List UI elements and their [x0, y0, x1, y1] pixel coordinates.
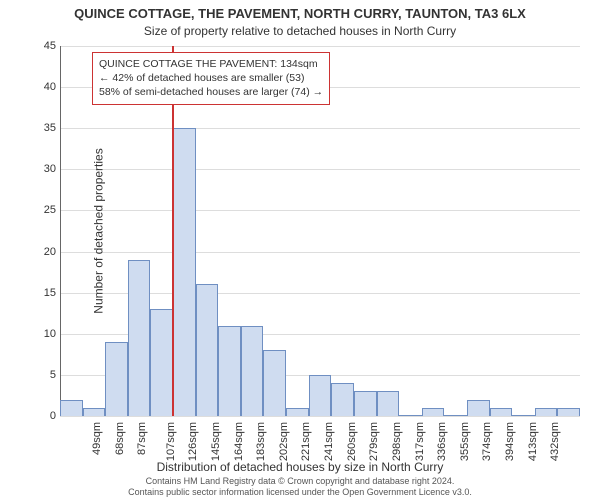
histogram-bar [444, 415, 467, 416]
x-tick-label: 432sqm [549, 422, 561, 461]
histogram-bar [218, 326, 241, 416]
histogram-bar [150, 309, 173, 416]
annotation-line: ← 42% of detached houses are smaller (53… [99, 71, 323, 85]
histogram-bar [286, 408, 309, 416]
y-tick-label: 0 [20, 411, 56, 422]
histogram-bar [309, 375, 332, 416]
annotation-line: 58% of semi-detached houses are larger (… [99, 85, 323, 99]
x-tick-label: 317sqm [414, 422, 426, 461]
x-tick-label: 394sqm [504, 422, 516, 461]
x-tick-label: 107sqm [165, 422, 177, 461]
x-tick-label: 336sqm [436, 422, 448, 461]
gridline [60, 252, 580, 253]
footer-line-1: Contains HM Land Registry data © Crown c… [0, 476, 600, 487]
x-tick-label: 183sqm [255, 422, 267, 461]
footer-text: Contains HM Land Registry data © Crown c… [0, 476, 600, 498]
y-tick-label: 5 [20, 370, 56, 381]
histogram-bar [490, 408, 513, 416]
y-tick-label: 30 [20, 164, 56, 175]
histogram-bar [60, 400, 83, 416]
gridline [60, 46, 580, 47]
gridline [60, 128, 580, 129]
x-axis-label: Distribution of detached houses by size … [0, 460, 600, 474]
x-tick-label: 87sqm [136, 422, 148, 455]
histogram-bar [377, 391, 400, 416]
x-tick-label: 298sqm [391, 422, 403, 461]
footer-line-2: Contains public sector information licen… [0, 487, 600, 498]
histogram-bar [105, 342, 128, 416]
x-tick-label: 260sqm [346, 422, 358, 461]
histogram-bar [557, 408, 580, 416]
histogram-bar [512, 415, 535, 416]
histogram-bar [263, 350, 286, 416]
plot-area: 05101520253035404549sqm68sqm87sqm107sqm1… [60, 46, 580, 416]
gridline [60, 169, 580, 170]
x-tick-label: 241sqm [323, 422, 335, 461]
y-axis-line [60, 46, 61, 416]
x-tick-label: 68sqm [114, 422, 126, 455]
y-tick-label: 25 [20, 205, 56, 216]
histogram-bar [241, 326, 264, 416]
annotation-box: QUINCE COTTAGE THE PAVEMENT: 134sqm← 42%… [92, 52, 330, 105]
histogram-bar [128, 260, 151, 416]
y-tick-label: 35 [20, 123, 56, 134]
x-tick-label: 145sqm [210, 422, 222, 461]
histogram-bar [354, 391, 377, 416]
y-tick-label: 20 [20, 247, 56, 258]
gridline [60, 416, 580, 417]
x-tick-label: 202sqm [278, 422, 290, 461]
histogram-bar [173, 128, 196, 416]
histogram-bar [535, 408, 558, 416]
y-tick-label: 45 [20, 41, 56, 52]
x-tick-label: 126sqm [188, 422, 200, 461]
x-tick-label: 279sqm [368, 422, 380, 461]
histogram-bar [83, 408, 106, 416]
x-tick-label: 413sqm [527, 422, 539, 461]
x-tick-label: 355sqm [459, 422, 471, 461]
histogram-bar [196, 284, 219, 416]
x-tick-label: 221sqm [301, 422, 313, 461]
x-tick-label: 164sqm [233, 422, 245, 461]
y-axis-label: Number of detached properties [92, 148, 106, 313]
histogram-bar [331, 383, 354, 416]
y-tick-label: 15 [20, 288, 56, 299]
x-tick-label: 49sqm [91, 422, 103, 455]
chart-subtitle: Size of property relative to detached ho… [0, 24, 600, 38]
histogram-bar [399, 415, 422, 416]
annotation-line: QUINCE COTTAGE THE PAVEMENT: 134sqm [99, 57, 323, 71]
y-tick-label: 40 [20, 82, 56, 93]
chart-title: QUINCE COTTAGE, THE PAVEMENT, NORTH CURR… [0, 6, 600, 21]
gridline [60, 210, 580, 211]
histogram-bar [467, 400, 490, 416]
x-tick-label: 374sqm [481, 422, 493, 461]
y-tick-label: 10 [20, 329, 56, 340]
histogram-bar [422, 408, 445, 416]
